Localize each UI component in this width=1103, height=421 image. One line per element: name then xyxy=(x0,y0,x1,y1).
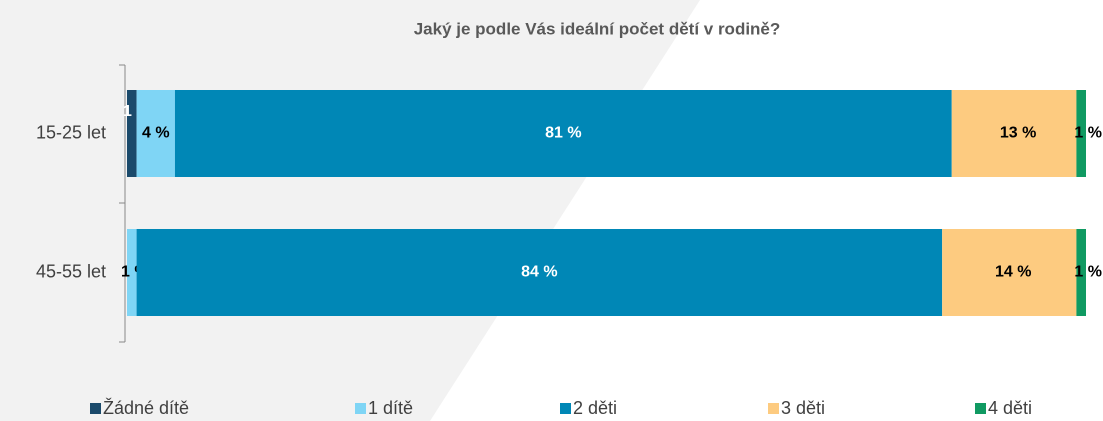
legend-label: Žádné dítě xyxy=(103,398,189,418)
data-label: 13 % xyxy=(1000,125,1036,142)
data-label: 84 % xyxy=(521,264,557,281)
data-label: 4 % xyxy=(142,125,170,142)
legend-swatch xyxy=(768,403,779,414)
data-label: 81 % xyxy=(545,125,581,142)
bar-segment xyxy=(174,90,952,177)
bar-segment xyxy=(127,229,137,316)
bar-segment xyxy=(127,90,137,177)
legend-swatch xyxy=(975,403,986,414)
data-label: 14 % xyxy=(995,264,1031,281)
category-label: 15-25 let xyxy=(36,122,106,142)
chart-title: Jaký je podle Vás ideální počet dětí v r… xyxy=(414,19,781,38)
bar-segment xyxy=(136,229,943,316)
legend-label: 1 dítě xyxy=(368,398,413,418)
legend-swatch xyxy=(355,403,366,414)
legend-swatch xyxy=(90,403,101,414)
bar-segment xyxy=(1076,229,1086,316)
category-label: 45-55 let xyxy=(36,261,106,281)
legend-label: 3 děti xyxy=(781,398,825,418)
bar-segment xyxy=(136,90,175,177)
legend-swatch xyxy=(560,403,571,414)
legend-label: 4 děti xyxy=(988,398,1032,418)
data-label: 1 % xyxy=(1074,264,1102,281)
bar-segment xyxy=(951,90,1077,177)
background-shape xyxy=(0,0,700,421)
bar-segment xyxy=(1076,90,1086,177)
legend-label: 2 děti xyxy=(573,398,617,418)
data-label: 1 % xyxy=(1074,125,1102,142)
bar-segment xyxy=(942,229,1077,316)
category-axis xyxy=(119,64,126,343)
